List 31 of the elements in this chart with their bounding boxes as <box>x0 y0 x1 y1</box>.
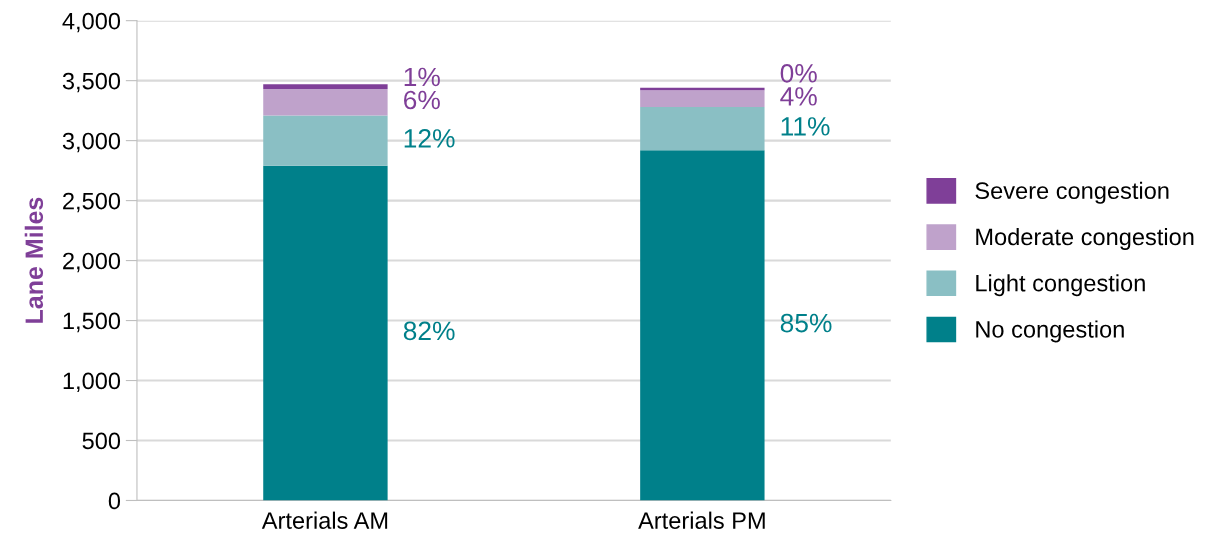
y-tick-label: 2,000 <box>63 252 121 273</box>
annotation: 0% <box>780 64 817 83</box>
bar <box>640 150 765 501</box>
legend-label: Light congestion <box>976 274 1145 297</box>
annotation: 4% <box>780 87 817 106</box>
y-tick-label: 1,500 <box>63 312 121 333</box>
bar <box>263 84 388 90</box>
y-axis-title: Lane Miles <box>24 197 44 323</box>
annotation: 82% <box>403 321 455 341</box>
annotation: 1% <box>404 67 440 87</box>
y-tick-label: 500 <box>82 432 121 450</box>
y-tick-label: 3,500 <box>62 72 121 93</box>
bar <box>263 89 388 116</box>
y-tick-label: 4,000 <box>62 12 121 33</box>
y-tick-label: 0 <box>108 492 121 510</box>
annotation: 85% <box>780 313 832 333</box>
legend-label: Severe congestion <box>975 181 1169 204</box>
y-tick-label: 2,500 <box>63 192 121 213</box>
bar <box>640 107 765 151</box>
annotation: 12% <box>404 129 455 148</box>
annotation: 11% <box>781 117 830 136</box>
annotation: 6% <box>404 90 440 110</box>
x-tick-label: Arterials AM <box>261 511 388 529</box>
x-tick-label: Arterials PM <box>638 511 765 529</box>
y-tick-label: 1,000 <box>63 372 121 393</box>
bar <box>263 115 388 166</box>
bar <box>640 90 765 108</box>
bar <box>263 165 388 501</box>
legend-label: Moderate congestion <box>976 227 1194 250</box>
y-tick-label: 3,000 <box>62 132 121 153</box>
legend-label: No congestion <box>976 320 1124 343</box>
